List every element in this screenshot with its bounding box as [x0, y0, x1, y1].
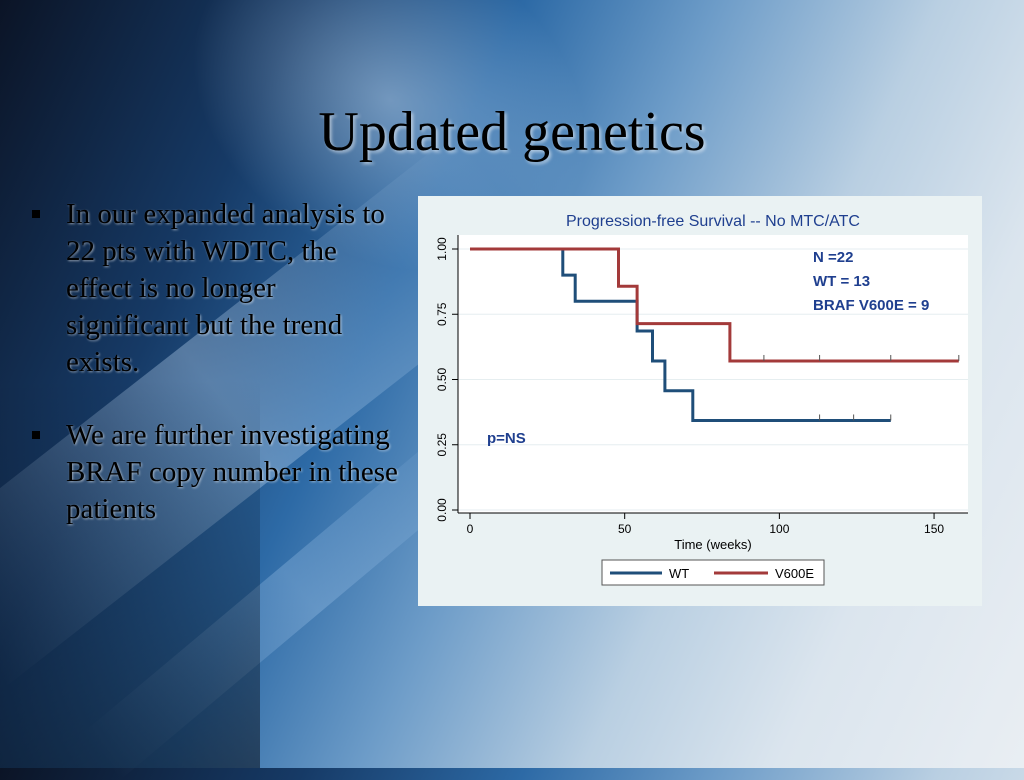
- bullet-item: We are further investigating BRAF copy n…: [28, 417, 398, 528]
- bullet-item: In our expanded analysis to 22 pts with …: [28, 196, 398, 381]
- y-tick-label: 1.00: [435, 237, 449, 261]
- plot-area: [458, 235, 968, 513]
- p-value-annotation: p=NS: [487, 430, 526, 447]
- y-tick-label: 0.25: [435, 433, 449, 457]
- x-tick-label: 100: [769, 522, 789, 536]
- y-tick-label: 0.00: [435, 498, 449, 522]
- x-axis-label: Time (weeks): [674, 537, 752, 552]
- survival-chart: 0.00 0.25 0.50 0.75 1.00 0 50 100 150 Progressio…: [435, 213, 968, 586]
- chart-panel: 0.00 0.25 0.50 0.75 1.00 0 50 100 150 Progressio…: [418, 196, 982, 606]
- legend-label-wt: WT: [669, 566, 689, 581]
- bullet-list: In our expanded analysis to 22 pts with …: [28, 196, 398, 528]
- x-tick-label: 150: [924, 522, 944, 536]
- series-line-wt: [470, 247, 891, 422]
- chart-title: Progression-free Survival -- No MTC/ATC: [566, 213, 860, 230]
- counts-annotation: N =22 WT = 13 BRAF V600E = 9: [813, 249, 929, 314]
- x-tick-label: 50: [618, 522, 632, 536]
- y-tick-label: 0.50: [435, 367, 449, 391]
- bullet-text: In our expanded analysis to 22 pts with …: [66, 198, 385, 378]
- bullet-text: We are further investigating BRAF copy n…: [66, 419, 398, 525]
- count-wt: WT = 13: [813, 273, 870, 290]
- count-total: N =22: [813, 249, 853, 266]
- legend-label-v600e: V600E: [775, 566, 814, 581]
- count-v600e: BRAF V600E = 9: [813, 297, 929, 314]
- chart-legend: WT V600E: [601, 559, 825, 586]
- bullet-marker-icon: [32, 431, 40, 439]
- y-tick-label: 0.75: [435, 302, 449, 326]
- x-tick-label: 0: [467, 522, 474, 536]
- slide-title: Updated genetics: [318, 101, 706, 163]
- bullet-marker-icon: [32, 210, 40, 218]
- series-line-v600e: [470, 247, 959, 363]
